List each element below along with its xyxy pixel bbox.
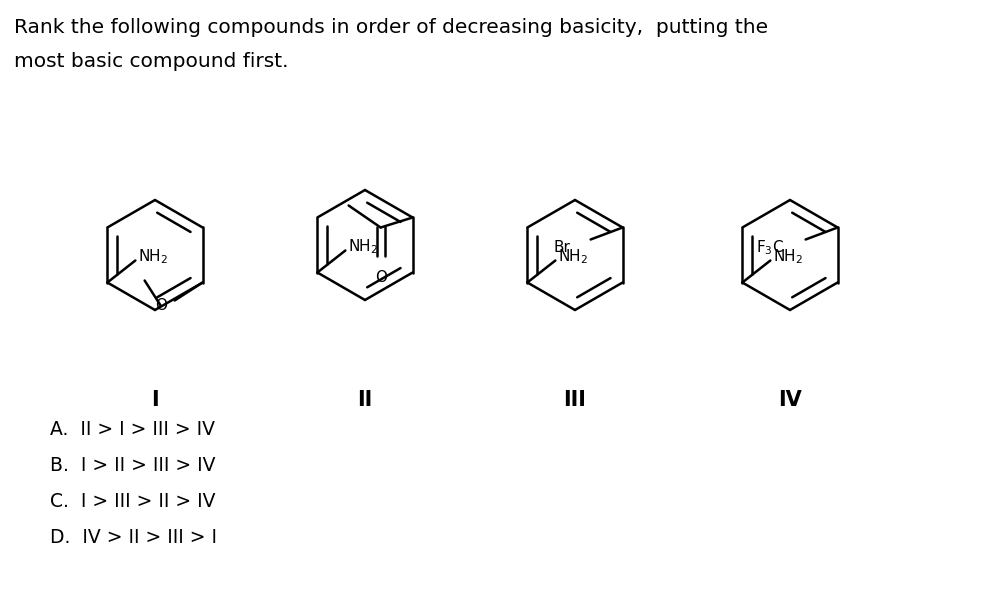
Text: D.  IV > II > III > I: D. IV > II > III > I [50, 528, 217, 547]
Text: II: II [358, 390, 372, 410]
Text: O: O [374, 269, 386, 285]
Text: NH$_2$: NH$_2$ [349, 237, 378, 256]
Text: B.  I > II > III > IV: B. I > II > III > IV [50, 456, 215, 475]
Text: Br: Br [553, 240, 571, 255]
Text: most basic compound first.: most basic compound first. [14, 52, 288, 71]
Text: NH$_2$: NH$_2$ [558, 247, 589, 266]
Text: I: I [151, 390, 159, 410]
Text: C.  I > III > II > IV: C. I > III > II > IV [50, 492, 215, 511]
Text: O: O [155, 298, 167, 313]
Text: NH$_2$: NH$_2$ [774, 247, 803, 266]
Text: III: III [563, 390, 587, 410]
Text: IV: IV [779, 390, 802, 410]
Text: F$_3$C: F$_3$C [756, 238, 783, 257]
Text: NH$_2$: NH$_2$ [138, 247, 169, 266]
Text: A.  II > I > III > IV: A. II > I > III > IV [50, 420, 215, 439]
Text: Rank the following compounds in order of decreasing basicity,  putting the: Rank the following compounds in order of… [14, 18, 768, 37]
